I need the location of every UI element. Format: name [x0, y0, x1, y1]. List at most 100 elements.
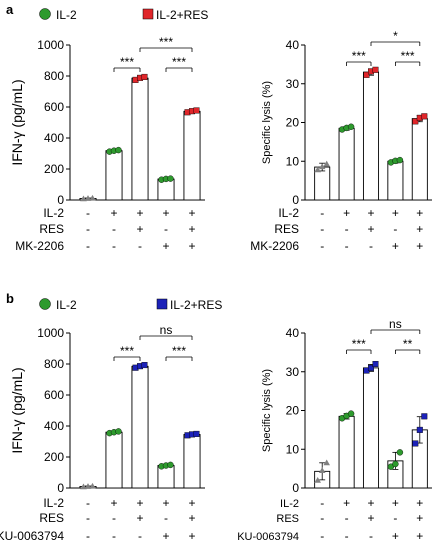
y-axis-title: Specific lysis (%): [261, 369, 273, 452]
condition-sign: -: [112, 239, 116, 253]
condition-row-label: KU-0063794: [237, 531, 299, 543]
data-point: [412, 440, 419, 447]
y-tick-label: 30: [286, 365, 300, 379]
data-point: [372, 361, 379, 368]
y-tick-label: 20: [286, 404, 300, 418]
panel-b-header: b IL-2 IL-2+RES: [6, 291, 222, 312]
y-tick-label: 30: [286, 77, 300, 91]
condition-sign: +: [188, 239, 195, 253]
data-point: [347, 123, 355, 130]
condition-sign: -: [345, 511, 349, 525]
y-tick-label: 800: [44, 69, 64, 83]
condition-sign: +: [136, 222, 143, 236]
data-point: [372, 66, 379, 73]
significance-label: ***: [159, 35, 173, 49]
significance-label: ***: [172, 55, 186, 69]
condition-sign: -: [86, 496, 90, 510]
y-tick-label: 200: [44, 162, 64, 176]
data-point: [80, 483, 87, 490]
panel-letter-b: b: [6, 291, 14, 306]
condition-sign: -: [393, 511, 397, 525]
data-point: [416, 426, 423, 433]
significance-label: ***: [401, 49, 415, 63]
condition-sign: -: [393, 222, 397, 236]
condition-row-label: IL-2: [43, 206, 64, 220]
condition-sign: -: [369, 239, 373, 253]
bar: [362, 71, 380, 201]
condition-sign: +: [367, 222, 374, 236]
y-axis-title: Specific lysis (%): [261, 81, 273, 164]
y-tick-label: 1000: [37, 38, 64, 52]
condition-sign: +: [110, 496, 117, 510]
condition-sign: -: [345, 222, 349, 236]
data-point: [392, 460, 399, 468]
y-tick-label: 1000: [37, 326, 64, 340]
conditions-b-right: IL-2- + + + +RES - - + - +KU-0063794- - - + +: [237, 496, 423, 543]
chart-a-ifn: 0 200 400 600 800 1000 IFN-γ (pg/mL) *** *** ***: [9, 35, 205, 207]
data-point: [347, 410, 355, 417]
condition-row-label: MK-2206: [250, 239, 299, 253]
condition-sign: -: [86, 511, 90, 525]
condition-sign: +: [416, 239, 423, 253]
y-axis-title: IFN-γ (pg/mL): [9, 79, 25, 165]
condition-sign: +: [136, 511, 143, 525]
legend-a-il2-marker: [39, 8, 51, 20]
bar: [362, 367, 380, 489]
condition-row-label: RES: [276, 513, 299, 525]
condition-sign: +: [162, 529, 169, 543]
data-point: [396, 449, 404, 456]
condition-row-label: IL-2: [43, 496, 64, 510]
significance-label: ***: [352, 337, 366, 351]
y-tick-label: 0: [57, 481, 64, 495]
condition-sign: -: [345, 529, 349, 543]
data-point: [141, 73, 148, 80]
condition-sign: -: [320, 511, 324, 525]
condition-row-label: RES: [274, 222, 299, 236]
condition-sign: -: [86, 222, 90, 236]
condition-sign: +: [136, 206, 143, 220]
bar: [338, 415, 355, 489]
condition-sign: -: [320, 222, 324, 236]
bar: [131, 77, 149, 201]
condition-sign: +: [188, 206, 195, 220]
y-tick-label: 40: [286, 38, 300, 52]
condition-sign: +: [188, 511, 195, 525]
conditions-a-left: IL-2 - + + + + RES - - + - + MK-2206 - - - + +: [15, 206, 195, 253]
y-tick-label: 600: [44, 388, 64, 402]
condition-sign: -: [164, 222, 168, 236]
bar: [105, 150, 123, 201]
y-tick-label: 800: [44, 357, 64, 371]
condition-row-label: RES: [39, 511, 64, 525]
condition-sign: +: [416, 496, 423, 510]
condition-sign: +: [367, 496, 374, 510]
condition-row-label: RES: [39, 222, 64, 236]
chart-b-ifn: 0 200 400 600 800 1000 IFN-γ (pg/mL) ns *** ***: [9, 323, 205, 495]
conditions-b-left: IL-2- + + + +RES - - + - +KU-0063794- - - + +: [0, 496, 196, 543]
panel-a-header: a IL-2 IL-2+RES: [6, 2, 208, 22]
condition-sign: -: [320, 496, 324, 510]
condition-row-label: MK-2206: [15, 239, 64, 253]
condition-sign: +: [416, 206, 423, 220]
data-point: [323, 459, 330, 466]
condition-row-label: IL-2: [278, 206, 299, 220]
data-point: [396, 156, 404, 164]
y-tick-label: 400: [44, 131, 64, 145]
data-point: [89, 194, 96, 201]
condition-sign: -: [345, 239, 349, 253]
legend-b-il2res-marker: [156, 298, 168, 310]
data-point: [193, 107, 200, 114]
condition-sign: -: [369, 529, 373, 543]
significance-label: ns: [389, 317, 402, 331]
bar: [183, 110, 201, 201]
data-point: [412, 118, 419, 125]
data-point: [84, 483, 92, 489]
data-point: [318, 467, 326, 474]
condition-sign: +: [392, 496, 399, 510]
condition-sign: +: [343, 206, 350, 220]
y-tick-label: 10: [286, 442, 300, 456]
bar: [387, 160, 404, 201]
condition-sign: -: [112, 511, 116, 525]
condition-sign: -: [164, 511, 168, 525]
data-point: [80, 195, 87, 202]
